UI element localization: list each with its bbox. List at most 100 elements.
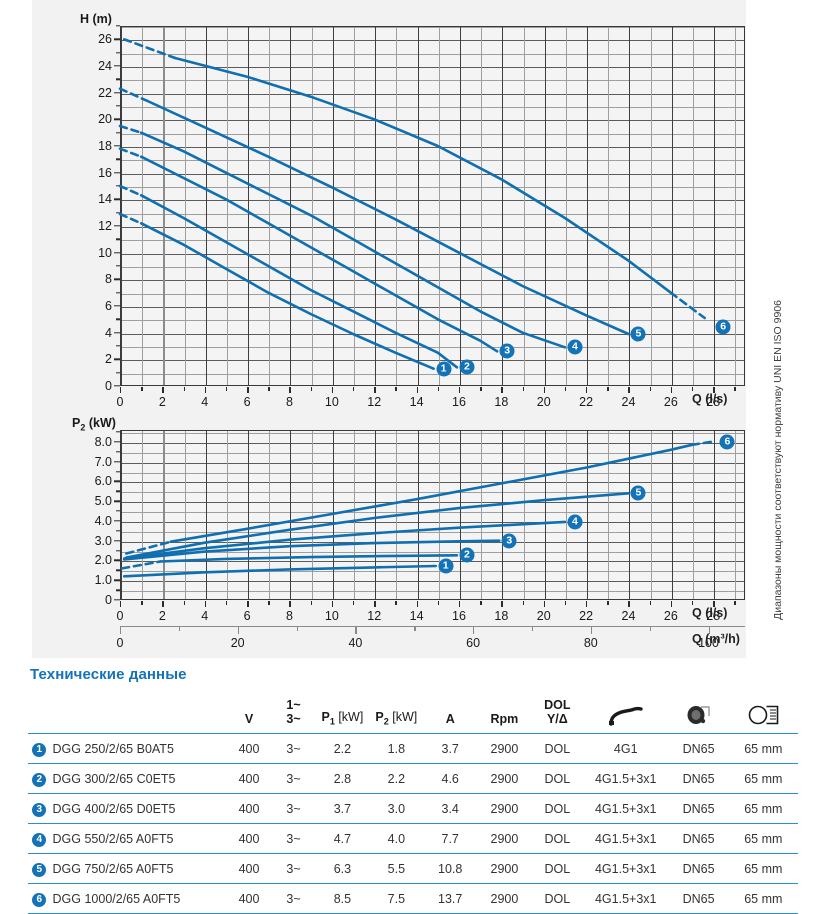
x-axis-tick-mark	[204, 387, 207, 393]
x-axis-tick-label: 6	[243, 609, 251, 623]
gridline-vertical	[629, 431, 631, 599]
x-axis-minor-tick	[225, 387, 228, 391]
gridline-vertical	[459, 27, 461, 385]
secondary-axis-tick-label: 20	[230, 636, 245, 650]
curve-endpoint-badge-6[interactable]: 6	[715, 319, 731, 335]
header-p2-symbol: P	[375, 709, 384, 724]
curve-line	[173, 56, 673, 294]
cell-outlet: DN65	[668, 793, 729, 824]
y-axis-tick-label: 14	[98, 192, 112, 207]
y-axis-tick-mark	[114, 38, 120, 41]
y-axis-minor-tick	[116, 345, 120, 347]
gridline-vertical	[629, 27, 631, 385]
curve-endpoint-badge-6[interactable]: 6	[719, 434, 735, 450]
x-axis-tick-label: 0	[116, 609, 124, 623]
y-axis-tick-mark	[114, 171, 120, 174]
y-axis-tick-label: 5.0	[94, 494, 112, 509]
cell-cable: 4G1.5+3x1	[582, 853, 669, 884]
gridline-vertical	[375, 27, 377, 385]
gridline-horizontal	[121, 67, 744, 68]
cell-p2: 3.0	[369, 793, 424, 824]
gridline-horizontal	[121, 502, 744, 504]
table-row[interactable]: 6 DGG 1000/2/65 A0FT5 400 3~ 8.5 7.5 13.7 2900 D…	[28, 883, 798, 914]
curve-endpoint-badge-2[interactable]: 2	[459, 547, 475, 563]
gridline-vertical	[523, 431, 525, 599]
curve-endpoint-badge-5[interactable]: 5	[630, 485, 646, 501]
gridline-horizontal	[121, 40, 744, 42]
cell-cable: 4G1.5+3x1	[582, 823, 669, 854]
y-axis-tick-label: 20	[98, 112, 112, 127]
curve-endpoint-badge-1[interactable]: 1	[436, 361, 452, 377]
secondary-axis-minor-tick	[296, 627, 298, 631]
x-axis-minor-tick	[225, 601, 228, 605]
header-cable	[582, 693, 669, 734]
cell-dol: DOL	[531, 733, 583, 764]
curve-dashed-head	[118, 124, 143, 134]
header-p2-subscript: 2	[383, 716, 389, 726]
x-axis-minor-tick	[649, 601, 652, 605]
curve-line	[169, 443, 694, 543]
x-axis-tick-mark	[331, 387, 334, 393]
secondary-axis-tick-mark	[590, 627, 593, 634]
gridline-vertical	[142, 27, 144, 385]
y-axis-tick-label: 22	[98, 85, 112, 100]
gridline-vertical	[248, 431, 250, 599]
y-axis-tick-label: 2	[105, 352, 112, 367]
gridline-horizontal	[121, 267, 744, 268]
gridline-horizontal	[121, 492, 744, 494]
gridline-vertical	[565, 27, 567, 385]
table-row[interactable]: 5 DGG 750/2/65 A0FT5 400 3~ 6.3 5.5 10.8 2900 DO…	[28, 853, 798, 884]
curve-line	[159, 554, 459, 563]
cell-rpm: 2900	[477, 883, 532, 914]
x-axis-tick-mark	[162, 387, 164, 393]
secondary-axis-tick-label: 60	[466, 636, 481, 650]
x-axis-minor-tick	[564, 387, 567, 391]
curve-dashed-head	[122, 38, 177, 60]
chart2-y-axis-title: P2 (kW)	[72, 416, 116, 433]
table-row[interactable]: 2 DGG 300/2/65 C0ET5 400 3~ 2.8 2.2 4.6 2900 DOL…	[28, 763, 798, 794]
curve-endpoint-badge-4[interactable]: 4	[567, 339, 583, 355]
x-axis-minor-tick	[734, 387, 736, 391]
secondary-axis-minor-tick	[531, 627, 534, 631]
table-row[interactable]: 1 DGG 250/2/65 B0AT5 400 3~ 2.2 1.8 3.7 2900 DOL…	[28, 733, 798, 764]
technical-data-section: Технические данные V 1~ 3~ P1 [kW] P2 [k…	[28, 666, 798, 914]
y-axis-tick-label: 8	[105, 272, 112, 287]
x-axis-tick-label: 18	[494, 395, 509, 409]
curve-endpoint-badge-1[interactable]: 1	[438, 558, 454, 574]
x-axis-tick-mark	[543, 387, 546, 393]
cell-current: 13.7	[423, 883, 478, 914]
x-axis-tick-mark	[670, 601, 673, 607]
curve-endpoint-badge-3[interactable]: 3	[501, 533, 517, 549]
y-axis-minor-tick	[116, 451, 120, 453]
gridline-horizontal	[121, 482, 744, 484]
y-axis-minor-tick	[116, 238, 120, 241]
x-axis-minor-tick	[310, 387, 313, 391]
cell-cable: 4G1.5+3x1	[582, 763, 669, 794]
x-axis-minor-tick	[437, 601, 440, 605]
gridline-vertical	[205, 27, 207, 385]
curve-dashed-head	[118, 212, 143, 225]
header-p2-unit: [kW]	[392, 709, 418, 724]
standards-note: Диапазоны мощности соответствуют нормати…	[772, 300, 784, 620]
secondary-axis-tick-label: 0	[116, 636, 124, 650]
cell-phase: 3~	[271, 733, 316, 764]
curve-endpoint-badge-3[interactable]: 3	[499, 343, 515, 359]
y-axis-minor-tick	[116, 371, 120, 374]
table-row[interactable]: 3 DGG 400/2/65 D0ET5 400 3~ 3.7 3.0 3.4 2900 DOL…	[28, 793, 798, 824]
gridline-horizontal	[121, 93, 744, 95]
curve-endpoint-badge-2[interactable]: 2	[459, 359, 475, 375]
x-axis-minor-tick	[692, 601, 694, 605]
table-row[interactable]: 4 DGG 550/2/65 A0FT5 400 3~ 4.7 4.0 7.7 2900 DOL…	[28, 823, 798, 854]
gridline-vertical	[332, 27, 334, 385]
curve-series-1	[118, 212, 435, 370]
cell-outlet: DN65	[668, 823, 729, 854]
gridline-vertical	[650, 27, 652, 385]
gridline-horizontal	[121, 107, 744, 108]
curve-endpoint-badge-4[interactable]: 4	[567, 514, 583, 530]
gridline-vertical	[142, 431, 144, 599]
y-axis-tick-label: 6.0	[94, 474, 112, 489]
curve-endpoint-badge-5[interactable]: 5	[630, 326, 646, 342]
y-axis-tick-mark	[114, 480, 120, 483]
cell-phase: 3~	[271, 793, 316, 824]
